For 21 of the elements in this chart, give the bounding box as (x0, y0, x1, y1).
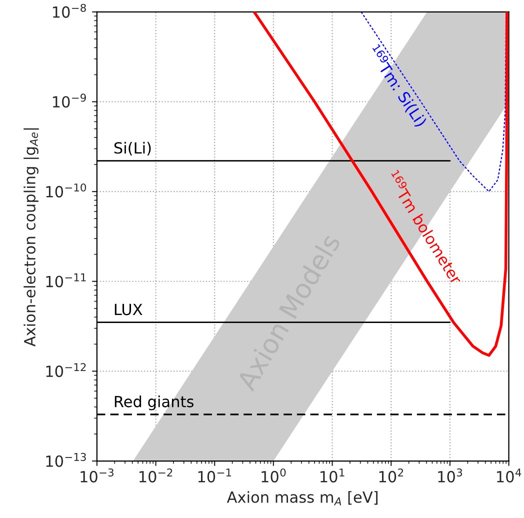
y-tick-label: 10$^{−12}$ (46, 363, 86, 378)
y-tick-label: 10$^{−11}$ (46, 273, 86, 288)
series-label: Si(Li) (114, 142, 151, 156)
x-tick-label: 10$^{1}$ (320, 468, 344, 482)
y-tick-label: 10$^{−13}$ (46, 452, 86, 467)
x-tick-label: 10$^{4}$ (497, 468, 522, 482)
x-tick-label: 10$^{2}$ (379, 468, 404, 482)
y-tick-label: 10$^{−8}$ (52, 4, 86, 18)
x-tick-label: 10$^{−1}$ (198, 468, 232, 482)
y-tick-label: 10$^{−9}$ (52, 94, 86, 108)
y-axis-title: Axion-electron coupling |g$_{Ae}$| (24, 128, 39, 346)
text: $^{169}$Tm: Si(Li) (366, 44, 430, 128)
x-axis-title: Axion mass m$_{A}$ [eV] (226, 491, 378, 506)
series-label: LUX (114, 304, 142, 316)
x-tick-label: 10$^{0}$ (262, 468, 286, 482)
x-tick-label: 10$^{−2}$ (140, 468, 172, 482)
text: $^{169}$Tm bolometer (386, 170, 465, 286)
y-tick-label: 10$^{−10}$ (46, 183, 86, 198)
series-label: Red giants (114, 395, 194, 410)
x-tick-label: 10$^{3}$ (438, 468, 462, 482)
x-tick-label: 10$^{−3}$ (80, 468, 114, 482)
